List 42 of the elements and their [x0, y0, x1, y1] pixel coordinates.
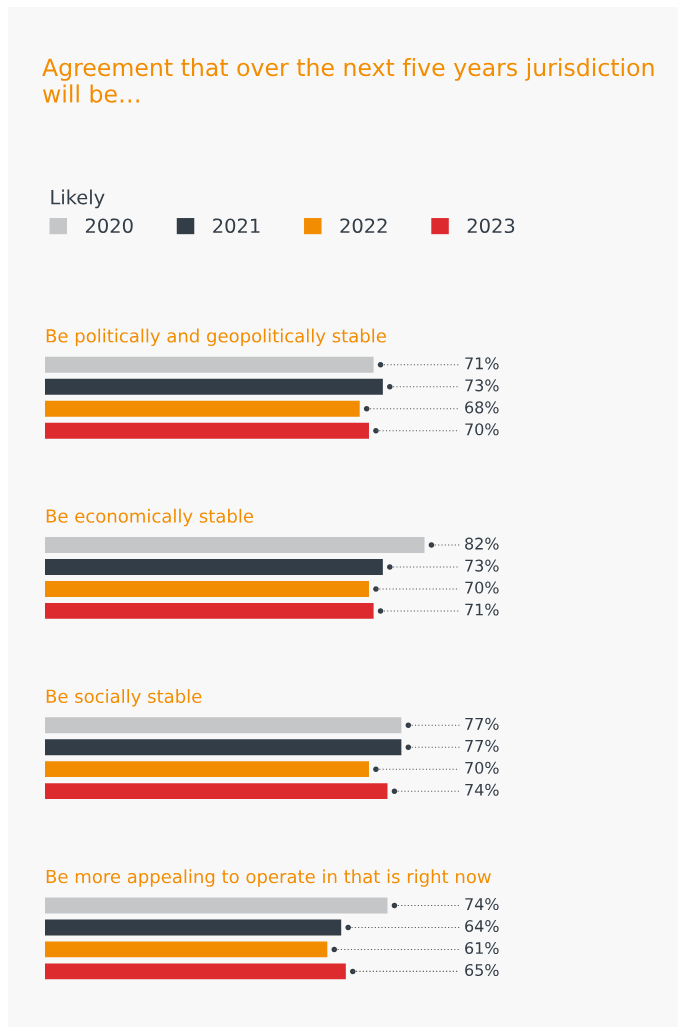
data-label: 70%: [465, 761, 499, 774]
bar: [45, 717, 402, 734]
data-label: 73%: [465, 559, 499, 572]
bar: [45, 919, 342, 936]
bar: [45, 963, 346, 980]
legend-label: 2020: [85, 218, 133, 234]
bar: [45, 378, 383, 395]
bar: [45, 422, 369, 439]
data-label: 70%: [465, 423, 499, 436]
bar: [45, 761, 369, 778]
bar: [45, 739, 402, 756]
bar: [45, 559, 383, 575]
data-label: 82%: [465, 537, 499, 550]
bar: [45, 897, 388, 914]
bar: [45, 356, 374, 373]
bar: [45, 537, 425, 553]
data-label: 73%: [465, 379, 499, 392]
chart-title: Agreement that over the next five years jurisdiction will be…: [42, 58, 654, 103]
bar: [45, 581, 369, 597]
data-label: 64%: [465, 920, 499, 933]
bar: [45, 783, 388, 800]
bar: [45, 603, 374, 619]
bar: [45, 400, 360, 417]
data-label: 71%: [465, 357, 499, 370]
legend-label: 2021: [213, 218, 260, 234]
data-label: 61%: [465, 942, 499, 955]
legend-label: 2022: [340, 218, 387, 234]
data-label: 68%: [465, 401, 499, 414]
data-label: 77%: [465, 739, 499, 752]
data-label: 65%: [465, 963, 499, 977]
y-tick-label: Be socially stable: [46, 689, 202, 707]
legend-title: Likely: [51, 189, 105, 209]
data-label: 71%: [465, 603, 499, 616]
bar: [45, 941, 328, 958]
y-tick-label: Be economically stable: [46, 508, 254, 527]
data-label: 74%: [465, 898, 499, 911]
y-tick-label: Be more appealing to operate in that is right now: [46, 869, 491, 887]
data-label: 74%: [465, 783, 499, 796]
data-label: 77%: [465, 717, 499, 730]
data-label: 70%: [465, 581, 499, 594]
y-tick-label: Be politically and geopolitically stable: [46, 328, 386, 347]
legend-label: 2023: [467, 218, 515, 234]
